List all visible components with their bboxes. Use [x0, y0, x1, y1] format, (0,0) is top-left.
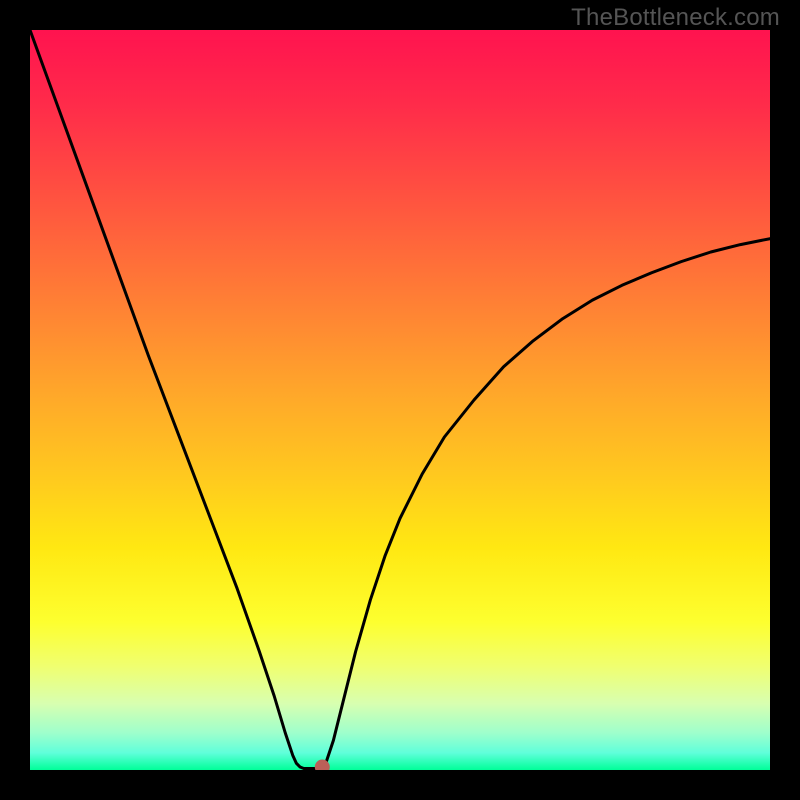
watermark-text: TheBottleneck.com [571, 4, 780, 32]
gradient-background [30, 30, 770, 770]
minimum-marker [315, 760, 329, 770]
chart-canvas [30, 30, 770, 770]
bottleneck-chart [30, 30, 770, 770]
